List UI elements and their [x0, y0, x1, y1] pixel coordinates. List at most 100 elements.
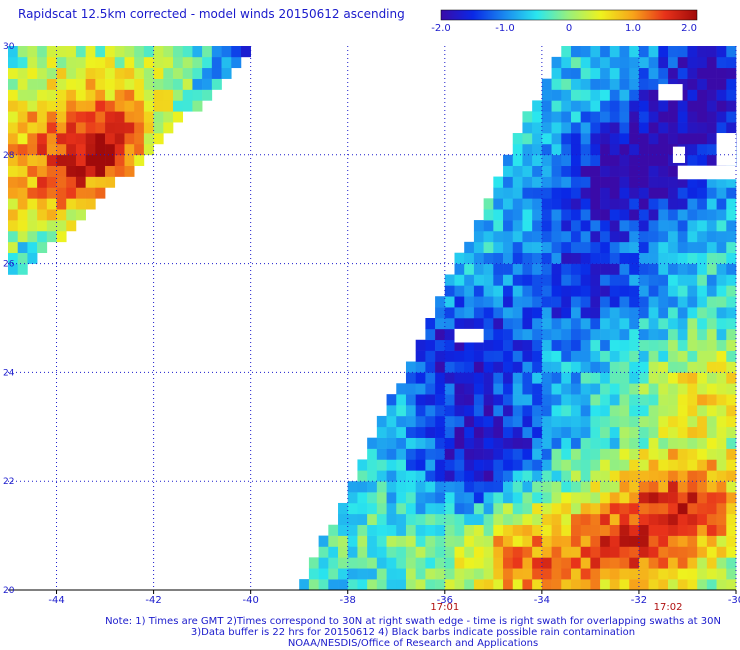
- data-cell: [570, 111, 581, 123]
- data-cell: [668, 230, 679, 243]
- data-cell: [105, 56, 116, 69]
- data-cell: [173, 78, 184, 90]
- data-cell: [706, 241, 717, 254]
- data-cell: [425, 546, 436, 558]
- data-cell: [706, 56, 717, 69]
- data-cell: [619, 220, 630, 232]
- data-cell: [726, 274, 737, 286]
- data-cell: [638, 285, 649, 297]
- data-cell: [600, 220, 611, 232]
- x-tick-label: -44: [48, 595, 64, 606]
- data-cell: [85, 67, 96, 79]
- data-cell: [668, 568, 679, 580]
- data-cell: [687, 350, 698, 362]
- data-cell: [231, 46, 242, 58]
- data-cell: [464, 274, 475, 286]
- data-cell: [687, 56, 698, 69]
- data-cell: [600, 557, 611, 569]
- data-cell: [551, 285, 562, 297]
- data-cell: [668, 579, 679, 591]
- data-cell: [648, 165, 659, 177]
- data-cell: [697, 328, 708, 341]
- data-cell: [386, 513, 397, 526]
- data-cell: [37, 198, 48, 210]
- data-cell: [541, 405, 552, 417]
- data-cell: [532, 307, 543, 319]
- data-cell: [522, 220, 533, 232]
- data-cell: [532, 154, 543, 166]
- data-cell: [648, 328, 659, 341]
- data-cell: [376, 459, 387, 471]
- data-cell: [551, 209, 562, 221]
- data-cell: [580, 492, 591, 504]
- data-cell: [473, 470, 484, 482]
- data-cell: [464, 470, 475, 482]
- data-cell: [318, 579, 329, 591]
- data-cell: [600, 230, 611, 243]
- data-cell: [66, 78, 77, 90]
- data-cell: [706, 252, 717, 264]
- data-cell: [619, 394, 630, 406]
- data-cell: [697, 513, 708, 526]
- data-cell: [37, 78, 48, 90]
- data-cell: [415, 372, 426, 384]
- data-cell: [347, 524, 358, 536]
- data-cell: [522, 154, 533, 166]
- data-cell: [85, 78, 96, 90]
- data-cell: [512, 154, 523, 166]
- data-cell: [328, 546, 339, 558]
- data-cell: [619, 383, 630, 395]
- data-cell: [396, 383, 407, 395]
- data-cell: [444, 568, 455, 580]
- data-cell: [716, 220, 727, 232]
- data-cell: [75, 122, 86, 134]
- data-cell: [386, 448, 397, 460]
- data-cell: [619, 67, 630, 79]
- data-cell: [532, 350, 543, 362]
- data-cell: [357, 459, 368, 471]
- data-cell: [464, 383, 475, 395]
- data-cell: [629, 415, 640, 428]
- data-cell: [609, 46, 620, 58]
- data-cell: [570, 415, 581, 428]
- data-cell: [648, 263, 659, 275]
- data-cell: [619, 241, 630, 254]
- data-cell: [658, 502, 669, 515]
- data-cell: [46, 154, 57, 166]
- data-cell: [464, 502, 475, 515]
- data-cell: [143, 133, 154, 145]
- data-cell: [503, 198, 514, 210]
- data-cell: [706, 448, 717, 460]
- data-cell: [56, 176, 67, 188]
- data-cell: [425, 426, 436, 438]
- data-cell: [134, 122, 145, 134]
- data-cell: [367, 579, 378, 591]
- data-cell: [46, 122, 57, 134]
- data-cell: [561, 241, 572, 254]
- data-cell: [697, 220, 708, 232]
- data-cell: [629, 56, 640, 69]
- data-cell: [609, 274, 620, 286]
- data-cell: [105, 133, 116, 145]
- data-cell: [512, 361, 523, 373]
- data-cell: [580, 187, 591, 199]
- data-cell: [512, 568, 523, 580]
- data-cell: [706, 513, 717, 526]
- data-cell: [648, 78, 659, 90]
- data-cell: [541, 154, 552, 166]
- data-cell: [570, 557, 581, 569]
- data-cell: [580, 579, 591, 591]
- data-cell: [580, 100, 591, 112]
- data-cell: [551, 122, 562, 134]
- data-cell: [638, 579, 649, 591]
- data-cell: [658, 165, 669, 177]
- data-cell: [570, 187, 581, 199]
- data-cell: [609, 546, 620, 558]
- data-cell: [687, 415, 698, 428]
- data-cell: [600, 328, 611, 341]
- data-cell: [444, 328, 455, 341]
- data-cell: [454, 383, 465, 395]
- data-cell: [541, 143, 552, 156]
- data-cell: [706, 524, 717, 536]
- data-cell: [192, 89, 203, 101]
